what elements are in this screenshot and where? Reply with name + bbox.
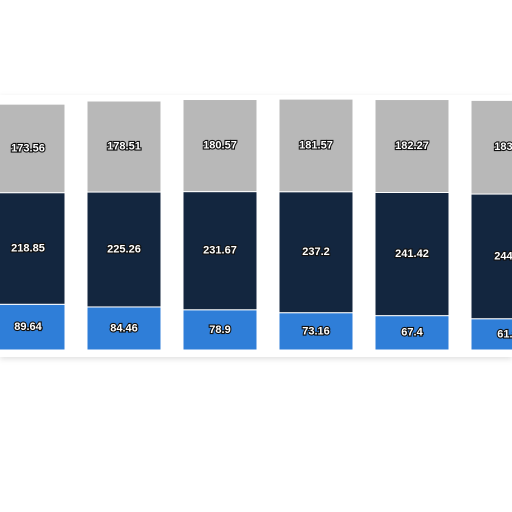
data-label: 244.5 xyxy=(494,250,512,262)
data-label: 89.64 xyxy=(14,321,42,333)
bar-segment xyxy=(278,98,354,193)
data-label: 182.27 xyxy=(395,140,429,152)
data-label: 178.51 xyxy=(107,140,141,152)
bar-segment xyxy=(278,191,354,314)
data-label: 84.46 xyxy=(110,322,138,334)
data-label: 73.16 xyxy=(302,325,330,337)
bar-segment xyxy=(86,306,162,351)
data-label: 78.9 xyxy=(209,324,230,336)
bar-segment xyxy=(374,192,450,317)
bar-segment xyxy=(0,303,66,351)
bar-segment xyxy=(182,191,258,311)
data-label: 181.57 xyxy=(299,139,333,151)
data-label: 225.26 xyxy=(107,243,141,255)
bar-segment xyxy=(374,99,450,194)
data-label: 61.3 xyxy=(497,328,512,340)
bar-segment xyxy=(86,100,162,193)
data-label: 180.57 xyxy=(203,139,237,151)
data-label: 183.6 xyxy=(494,141,512,153)
bar-segment xyxy=(374,315,450,351)
data-label: 237.2 xyxy=(302,246,330,258)
bar-segment xyxy=(470,99,512,195)
bar-segment xyxy=(470,318,512,351)
data-label: 173.56 xyxy=(11,142,45,154)
data-label: 231.67 xyxy=(203,245,237,257)
bar-segment xyxy=(182,309,258,351)
bar-segment xyxy=(0,103,66,194)
data-label: 241.42 xyxy=(395,248,429,260)
data-label: 67.4 xyxy=(401,327,423,339)
bar-segment xyxy=(182,99,258,193)
bar-segment xyxy=(86,191,162,308)
bar-segment xyxy=(0,192,66,305)
data-label: 218.85 xyxy=(11,242,45,254)
